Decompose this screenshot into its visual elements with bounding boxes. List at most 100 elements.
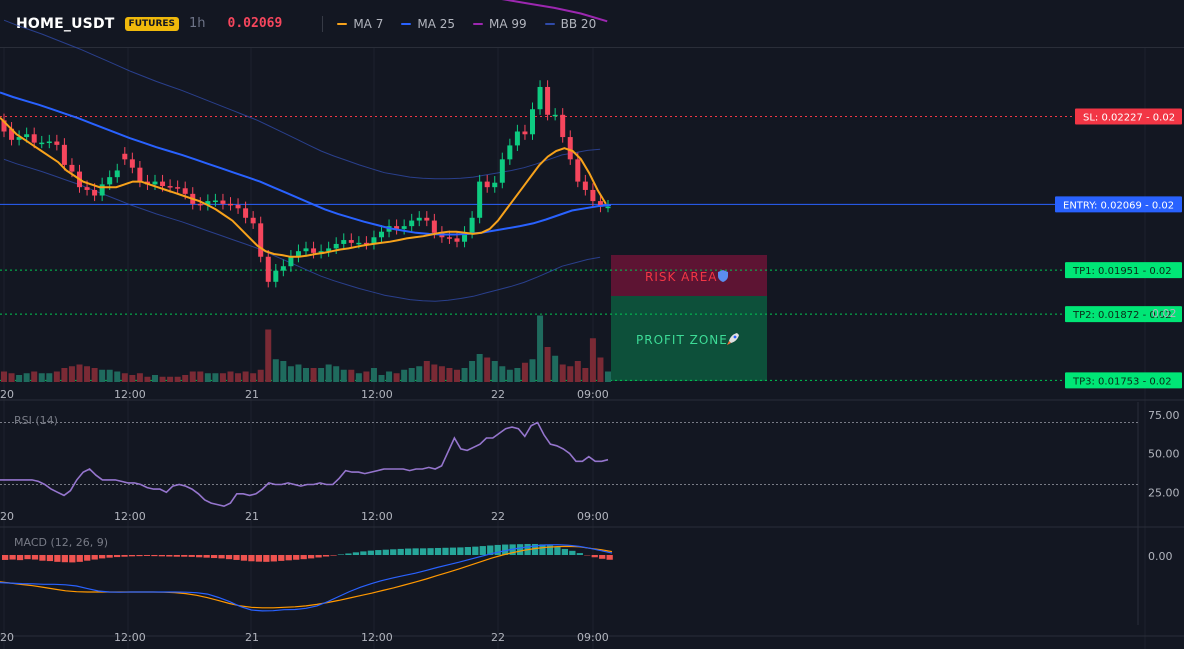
volume-bar bbox=[68, 366, 75, 382]
time-label-0-5: 09:00 bbox=[577, 388, 609, 401]
macd-hist-bar bbox=[128, 555, 136, 557]
macd-hist-bar bbox=[472, 546, 479, 555]
bollinger-bands bbox=[3, 19, 601, 302]
timeframe-label[interactable]: 1h bbox=[189, 16, 206, 31]
volume-bar bbox=[499, 366, 506, 382]
macd-hist-bar bbox=[203, 555, 210, 558]
price-pane[interactable]: RISK AREA PROFIT ZONE bbox=[0, 0, 1075, 382]
candle-body bbox=[243, 208, 249, 218]
ma99-line bbox=[501, 0, 608, 23]
macd-hist-bar bbox=[158, 555, 165, 557]
volume-bar bbox=[53, 371, 60, 382]
candle-body bbox=[99, 184, 105, 196]
macd-hist-bar bbox=[166, 555, 173, 557]
volume-bar bbox=[431, 364, 438, 382]
volume-bar bbox=[76, 364, 83, 382]
macd-hist-bar bbox=[106, 555, 113, 558]
candle-body bbox=[107, 177, 113, 185]
rsi-tick-0: 75.00 bbox=[1148, 409, 1180, 422]
candle-body bbox=[16, 137, 22, 140]
time-label-0-2: 21 bbox=[245, 388, 259, 401]
macd-hist-bar bbox=[390, 549, 397, 555]
legend-ma99[interactable]: MA 99 bbox=[473, 17, 527, 31]
candle-body bbox=[303, 248, 309, 252]
rsi-pane[interactable]: 75.00 50.00 25.00 bbox=[0, 409, 1180, 508]
candle-body bbox=[537, 86, 543, 110]
macd-hist-bar bbox=[442, 547, 449, 555]
macd-hist-bar bbox=[285, 555, 292, 561]
macd-hist-bar bbox=[457, 547, 464, 555]
candle-body bbox=[522, 131, 528, 135]
price-tag-0 bbox=[1075, 108, 1182, 125]
candle-body bbox=[182, 188, 188, 194]
candle-body bbox=[469, 217, 475, 233]
candle-body bbox=[137, 167, 143, 182]
time-label-0-1: 12:00 bbox=[114, 388, 146, 401]
macd-hist-bar bbox=[308, 555, 315, 559]
ma99-swatch bbox=[473, 22, 483, 25]
macd-hist-bar bbox=[599, 555, 606, 559]
volume-bar bbox=[1, 371, 7, 382]
volume-bar bbox=[514, 368, 521, 382]
macd-hist-bar bbox=[84, 555, 91, 561]
time-label-1-3: 12:00 bbox=[361, 510, 393, 523]
volume-bar bbox=[84, 366, 91, 382]
volume-bar bbox=[303, 368, 309, 382]
legend-bb20[interactable]: BB 20 bbox=[544, 17, 596, 31]
price-axis-mid-label: 0.02 bbox=[1152, 307, 1177, 320]
macd-pane[interactable] bbox=[0, 543, 613, 612]
macd-hist-bar bbox=[531, 543, 539, 555]
candle-body bbox=[567, 137, 573, 160]
volume-bar bbox=[174, 376, 181, 382]
ma7-swatch bbox=[337, 22, 348, 25]
macd-hist-bar bbox=[449, 547, 457, 555]
macd-signal-line bbox=[0, 545, 613, 609]
time-axis: 20 12:00 21 12:00 22 09:00 20 12:00 21 12:00 22 09:… bbox=[0, 388, 609, 644]
volume-bar bbox=[544, 347, 551, 382]
symbol-name[interactable]: HOME_USDT bbox=[16, 15, 115, 32]
macd-hist-bar bbox=[352, 552, 360, 555]
volume-bar bbox=[574, 361, 581, 382]
moving-averages bbox=[0, 0, 612, 258]
macd-hist-bar bbox=[591, 555, 598, 558]
macd-hist-bar bbox=[99, 555, 106, 559]
time-label-1-1: 12:00 bbox=[114, 510, 146, 523]
candle-body bbox=[228, 203, 233, 206]
volume-bar bbox=[363, 371, 370, 382]
price-tag-label-2: TP1: 0.01951 - 0.02 bbox=[1072, 266, 1172, 277]
volume-bar bbox=[287, 366, 294, 382]
time-label-1-5: 09:00 bbox=[577, 510, 609, 523]
candle-body bbox=[590, 189, 596, 202]
volume-bar bbox=[318, 368, 325, 382]
macd-hist-bar bbox=[61, 555, 68, 563]
volume-bar bbox=[227, 371, 234, 382]
candle-body bbox=[431, 220, 437, 233]
candle-body bbox=[492, 182, 498, 188]
legend-ma7-label: MA 7 bbox=[353, 16, 384, 31]
candle-body bbox=[514, 131, 520, 146]
candle-body bbox=[311, 248, 317, 253]
macd-hist-bar bbox=[397, 548, 404, 555]
macd-label: MACD (12, 26, 9) bbox=[14, 536, 108, 549]
candle-body bbox=[295, 251, 301, 257]
legend-ma7[interactable]: MA 7 bbox=[337, 17, 383, 31]
macd-hist-bar bbox=[554, 547, 561, 555]
legend-ma25[interactable]: MA 25 bbox=[401, 17, 455, 31]
candle-body bbox=[61, 144, 67, 165]
rsi-tick-2: 25.00 bbox=[1148, 486, 1180, 499]
candle-body bbox=[575, 159, 581, 182]
macd-hist-bar bbox=[434, 547, 442, 555]
macd-hist-bar bbox=[606, 555, 613, 560]
volume-bar bbox=[189, 371, 196, 382]
macd-hist-bar bbox=[270, 555, 277, 562]
macd-hist-bar bbox=[487, 545, 494, 555]
volume-bar bbox=[152, 375, 158, 382]
volume-bar bbox=[408, 368, 415, 382]
candle-body bbox=[545, 86, 551, 115]
volume-bar bbox=[8, 373, 15, 382]
rocket-icon bbox=[727, 333, 739, 345]
volume-bar bbox=[325, 364, 332, 382]
time-label-1-4: 22 bbox=[491, 510, 505, 523]
volume-bar bbox=[23, 373, 30, 382]
